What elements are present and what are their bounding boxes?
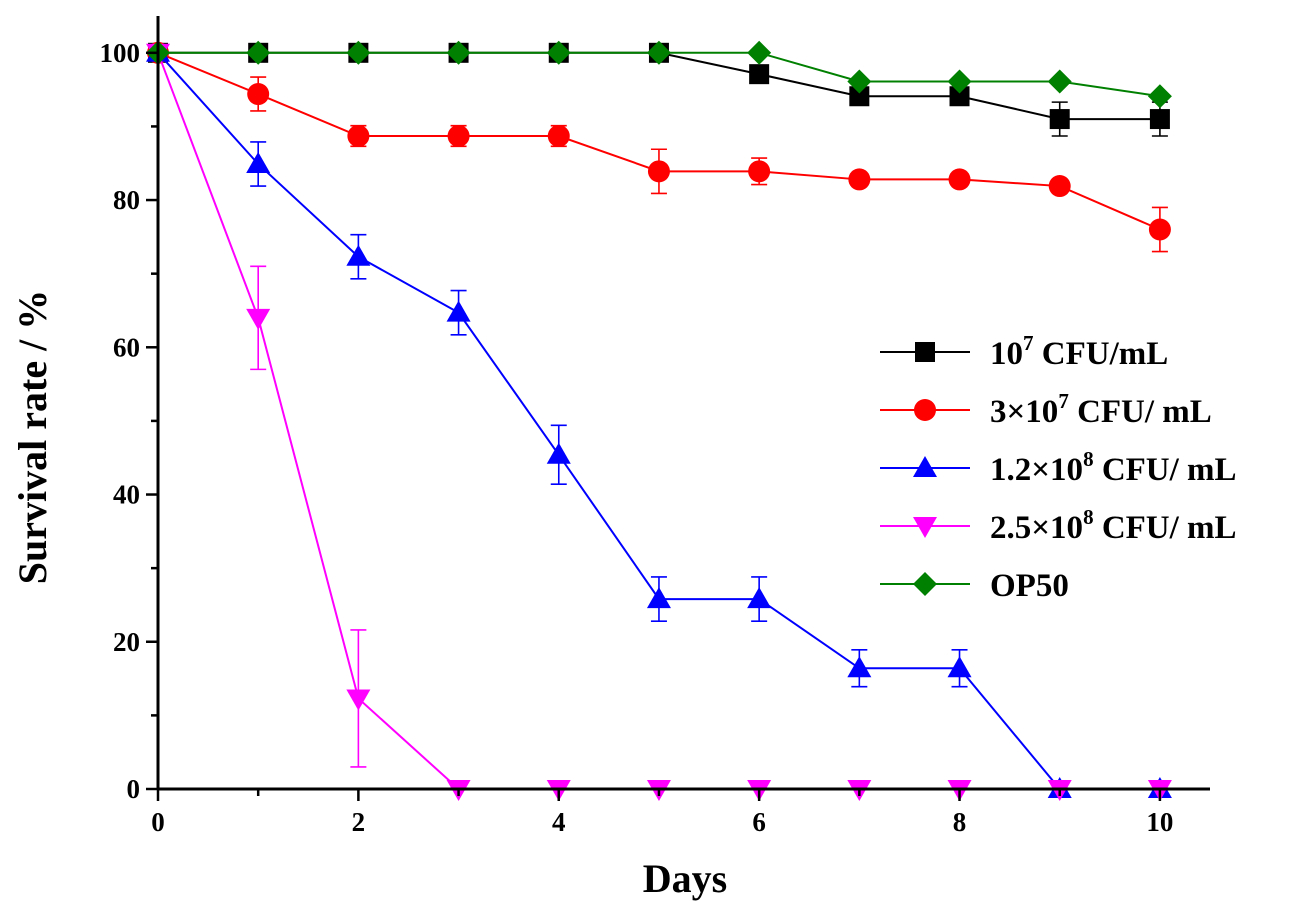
data-point xyxy=(447,124,470,147)
y-tick-label: 0 xyxy=(127,774,141,804)
data-point xyxy=(1149,109,1170,130)
data-point xyxy=(446,40,471,65)
legend-item-3: 2.5×108 CFU/ mL xyxy=(880,505,1237,546)
data-point xyxy=(247,83,270,106)
x-tick-label: 0 xyxy=(151,807,165,837)
data-point xyxy=(948,168,971,191)
x-tick-label: 6 xyxy=(752,807,766,837)
data-point xyxy=(748,160,771,183)
data-point xyxy=(1048,175,1071,198)
x-tick-label: 2 xyxy=(352,807,366,837)
series-2 xyxy=(146,40,1172,798)
data-point xyxy=(949,86,970,107)
legend-marker xyxy=(913,456,937,477)
data-point xyxy=(446,300,471,322)
legend-marker xyxy=(914,399,936,421)
data-point xyxy=(546,40,571,65)
y-axis-title: Survival rate / % xyxy=(10,290,55,584)
data-point xyxy=(847,69,872,94)
data-point xyxy=(246,40,271,65)
x-axis-title: Days xyxy=(643,856,727,901)
legend: 107 CFU/mL 3×107 CFU/ mL 1.2×108 CFU/ mL 2.… xyxy=(880,331,1237,604)
data-point xyxy=(346,244,371,266)
y-tick-label: 20 xyxy=(113,627,140,657)
y-tick-label: 100 xyxy=(100,38,141,68)
data-point xyxy=(246,151,271,173)
data-point xyxy=(646,587,671,609)
x-tick-label: 4 xyxy=(552,807,566,837)
data-point xyxy=(747,587,772,609)
data-point xyxy=(347,124,370,147)
legend-item-0: 107 CFU/mL xyxy=(880,331,1168,372)
data-point xyxy=(246,308,271,330)
series-line xyxy=(157,51,1161,231)
data-point xyxy=(346,40,371,65)
legend-marker xyxy=(913,517,937,538)
legend-label: 1.2×108 CFU/ mL xyxy=(990,447,1237,488)
legend-label: 2.5×108 CFU/ mL xyxy=(990,505,1237,546)
data-point xyxy=(547,124,570,147)
series-1 xyxy=(147,41,1171,253)
data-point xyxy=(1047,69,1072,94)
y-tick-label: 60 xyxy=(113,332,140,362)
legend-marker xyxy=(915,342,935,362)
data-point xyxy=(848,168,871,191)
series-layer xyxy=(146,40,1172,801)
legend-item-4: OP50 xyxy=(880,568,1069,604)
legend-item-2: 1.2×108 CFU/ mL xyxy=(880,447,1237,488)
data-point xyxy=(1148,218,1171,241)
data-point xyxy=(646,40,671,65)
data-point xyxy=(747,40,772,65)
x-tick-label: 8 xyxy=(953,807,967,837)
data-point xyxy=(749,64,770,85)
x-tick-label: 10 xyxy=(1146,807,1173,837)
legend-label: OP50 xyxy=(990,568,1069,604)
data-point xyxy=(947,656,972,678)
data-point xyxy=(346,689,371,711)
y-tick-label: 80 xyxy=(113,185,140,215)
data-point xyxy=(1049,109,1070,130)
legend-label: 107 CFU/mL xyxy=(990,331,1168,372)
data-point xyxy=(847,656,872,678)
legend-item-1: 3×107 CFU/ mL xyxy=(880,389,1212,430)
data-point xyxy=(647,160,670,183)
legend-label: 3×107 CFU/ mL xyxy=(990,389,1212,430)
series-4 xyxy=(146,40,1172,109)
data-point xyxy=(849,86,870,107)
legend-marker xyxy=(913,572,937,596)
data-point xyxy=(947,69,972,94)
data-point xyxy=(546,442,571,464)
data-point xyxy=(1147,84,1172,109)
y-tick-label: 40 xyxy=(113,480,140,510)
